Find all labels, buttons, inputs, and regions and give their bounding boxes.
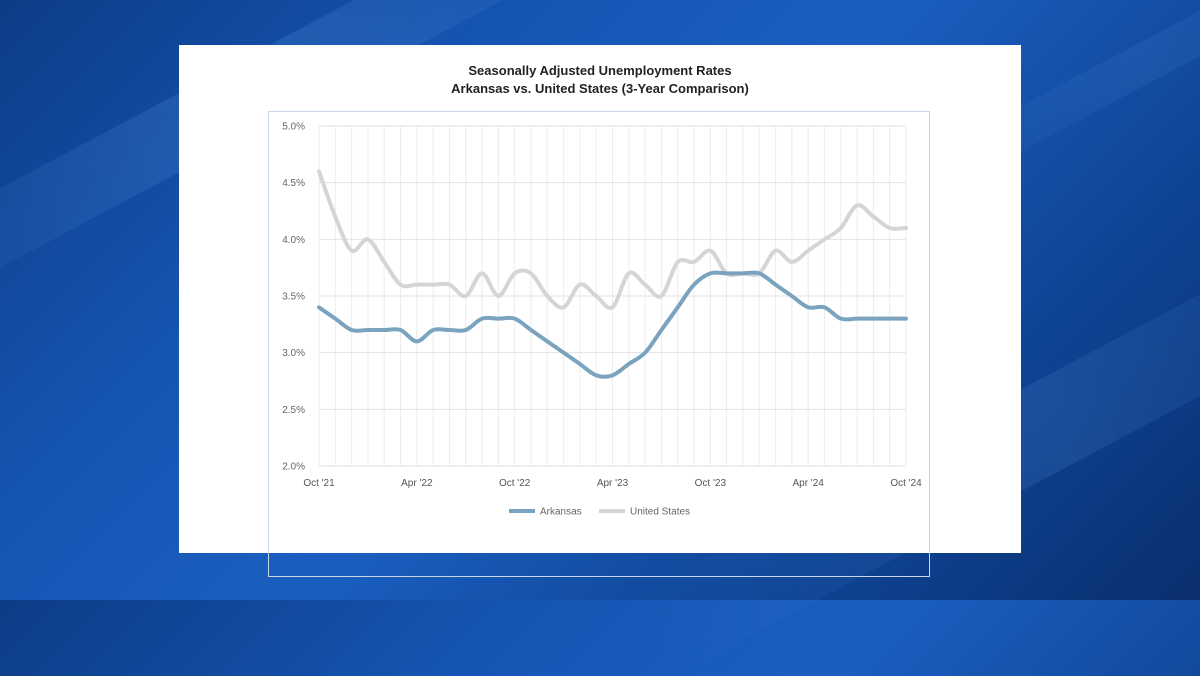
x-tick-label: Apr '24 (792, 478, 824, 489)
plot-area-border (268, 111, 930, 577)
x-tick-label: Oct '24 (890, 478, 922, 489)
series-lines (317, 169, 908, 379)
y-tick-label: 3.0% (282, 348, 305, 359)
y-tick-label: 4.5% (282, 178, 305, 189)
y-tick-label: 3.5% (282, 292, 305, 303)
y-tick-label: 5.0% (282, 122, 305, 133)
chart-card: Seasonally Adjusted Unemployment Rates A… (179, 45, 1021, 577)
chart-title: Seasonally Adjusted Unemployment Rates (468, 63, 732, 78)
y-tick-label: 2.0% (282, 462, 305, 473)
chart-subtitle: Arkansas vs. United States (3-Year Compa… (451, 81, 749, 96)
legend-label: United States (630, 507, 690, 518)
x-tick-label: Oct '21 (303, 478, 335, 489)
legend: Arkansas United States (509, 507, 690, 518)
y-tick-label: 2.5% (282, 405, 305, 416)
x-tick-label: Apr '23 (597, 478, 629, 489)
series-line-united-states (317, 169, 908, 311)
y-tick-label: 4.0% (282, 235, 305, 246)
line-chart: 2.0% 2.5% 3.0% 3.5% 4.0% 4.5% 5.0% Oct '21 Apr '… (282, 122, 922, 518)
x-tick-label: Apr '22 (401, 478, 433, 489)
grid-lines (318, 125, 907, 467)
axis-tick-labels: 2.0% 2.5% 3.0% 3.5% 4.0% 4.5% 5.0% Oct '21 Apr '… (282, 122, 922, 490)
x-tick-label: Oct '23 (695, 478, 727, 489)
legend-label: Arkansas (540, 507, 582, 518)
x-tick-label: Oct '22 (499, 478, 531, 489)
series-line-arkansas (317, 270, 908, 379)
